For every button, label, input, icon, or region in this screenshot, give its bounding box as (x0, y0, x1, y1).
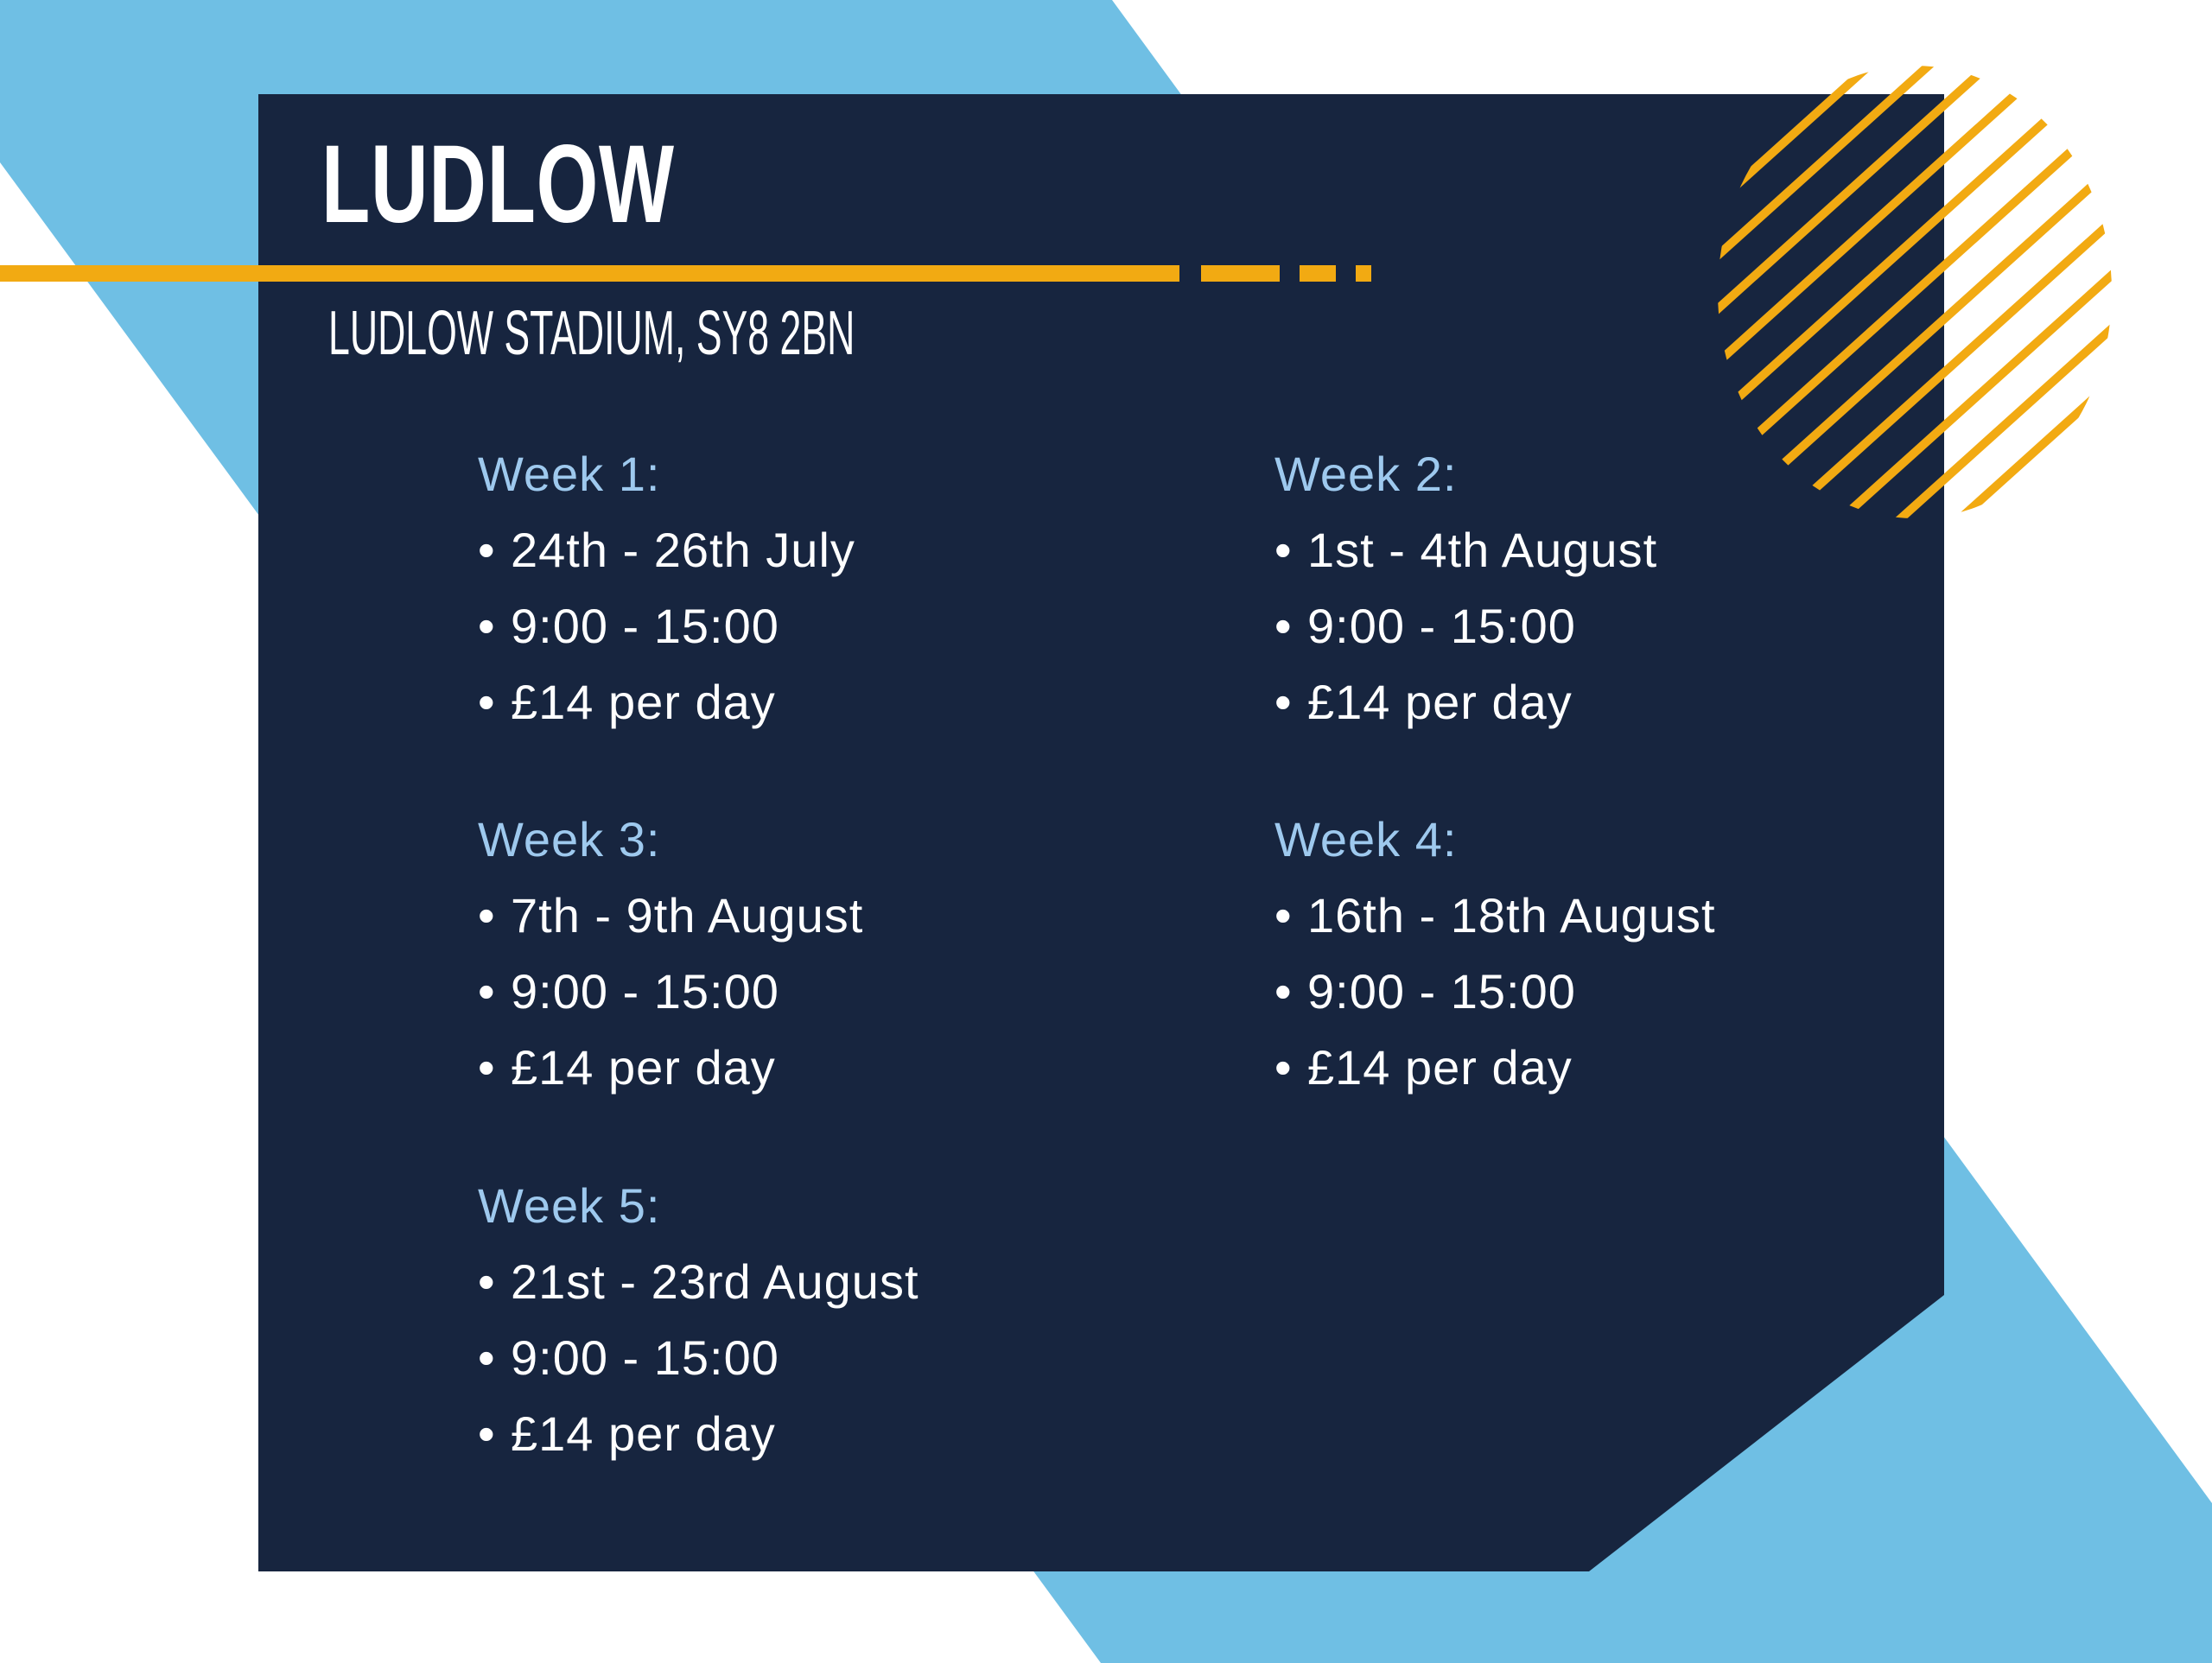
week-detail-item: • £14 per day (1274, 664, 2052, 740)
week-detail-item: • £14 per day (478, 664, 1255, 740)
week-detail-text: 9:00 - 15:00 (511, 599, 779, 653)
bullet-icon: • (478, 964, 496, 1019)
stripe (1761, 175, 2112, 518)
bullet-icon: • (1274, 523, 1293, 577)
bullet-icon: • (478, 1330, 496, 1385)
orange-rule-dash (1300, 265, 1336, 282)
venue-address: LUDLOW STADIUM, SY8 2BN (328, 299, 855, 368)
bullet-icon: • (478, 675, 496, 729)
bullet-icon: • (1274, 888, 1293, 943)
week-heading: Week 3: (478, 812, 661, 866)
week-heading: Week 5: (478, 1178, 661, 1233)
bullet-icon: • (1274, 1040, 1293, 1095)
week-detail-text: 9:00 - 15:00 (511, 1330, 779, 1385)
week-block-3: Week 3: • 7th - 9th August • 9:00 - 15:00 • £1… (478, 802, 1255, 1106)
week-heading: Week 4: (1274, 812, 1458, 866)
week-detail-text: £14 per day (511, 1040, 776, 1095)
week-block-5: Week 5: • 21st - 23rd August • 9:00 - 15:00 •… (478, 1168, 1255, 1472)
stripe (1718, 66, 2042, 379)
orange-rule-dash (1356, 265, 1371, 282)
week-detail-text: £14 per day (511, 1406, 776, 1461)
week-detail-item: • 16th - 18th August (1274, 878, 2052, 954)
stripe (1788, 205, 2112, 518)
bullet-icon: • (1274, 964, 1293, 1019)
week-detail-item: • 9:00 - 15:00 (1274, 588, 2052, 664)
week-block-4: Week 4: • 16th - 18th August • 9:00 - 15:00 •… (1274, 802, 2052, 1106)
week-detail-item: • 9:00 - 15:00 (478, 1320, 1255, 1396)
week-detail-item: • 7th - 9th August (478, 878, 1255, 954)
week-detail-text: £14 per day (1307, 1040, 1573, 1095)
orange-rule-bar (0, 265, 1179, 282)
dark-panel (258, 94, 1944, 1571)
week-block-1: Week 1: • 24th - 26th July • 9:00 - 15:00 • £1… (478, 436, 1255, 740)
week-detail-item: • 9:00 - 15:00 (478, 588, 1255, 664)
week-detail-text: 9:00 - 15:00 (1307, 599, 1576, 653)
bullet-icon: • (478, 1406, 496, 1461)
bullet-icon: • (1274, 675, 1293, 729)
week-detail-item: • 9:00 - 15:00 (478, 954, 1255, 1030)
week-detail-text: 1st - 4th August (1307, 523, 1658, 577)
orange-rule (0, 265, 1371, 282)
week-detail-item: • 24th - 26th July (478, 512, 1255, 588)
bullet-icon: • (478, 1040, 496, 1095)
week-detail-item: • £14 per day (478, 1030, 1255, 1106)
week-detail-text: £14 per day (511, 675, 776, 729)
bullet-icon: • (478, 599, 496, 653)
week-detail-text: 9:00 - 15:00 (511, 964, 779, 1019)
bullet-icon: • (478, 888, 496, 943)
bullet-icon: • (1274, 599, 1293, 653)
stripe (1718, 66, 2069, 409)
week-detail-text: 9:00 - 15:00 (1307, 964, 1576, 1019)
week-detail-item: • 21st - 23rd August (478, 1244, 1255, 1320)
week-detail-text: 16th - 18th August (1307, 888, 1716, 943)
week-detail-item: • £14 per day (478, 1396, 1255, 1472)
week-block-2: Week 2: • 1st - 4th August • 9:00 - 15:00 • £1… (1274, 436, 2052, 740)
week-detail-item: • £14 per day (1274, 1030, 2052, 1106)
stripe (1734, 146, 2112, 518)
week-detail-item: • 1st - 4th August (1274, 512, 2052, 588)
week-detail-text: 21st - 23rd August (511, 1254, 919, 1309)
stripe (1718, 66, 2095, 438)
bullet-icon: • (478, 523, 496, 577)
orange-rule-dash (1201, 265, 1280, 282)
bullet-icon: • (478, 1254, 496, 1309)
week-detail-text: 24th - 26th July (511, 523, 855, 577)
week-detail-text: 7th - 9th August (511, 888, 864, 943)
week-heading: Week 2: (1274, 447, 1458, 501)
week-heading: Week 1: (478, 447, 661, 501)
week-detail-item: • 9:00 - 15:00 (1274, 954, 2052, 1030)
page-title: LUDLOW (321, 123, 675, 246)
week-detail-text: £14 per day (1307, 675, 1573, 729)
